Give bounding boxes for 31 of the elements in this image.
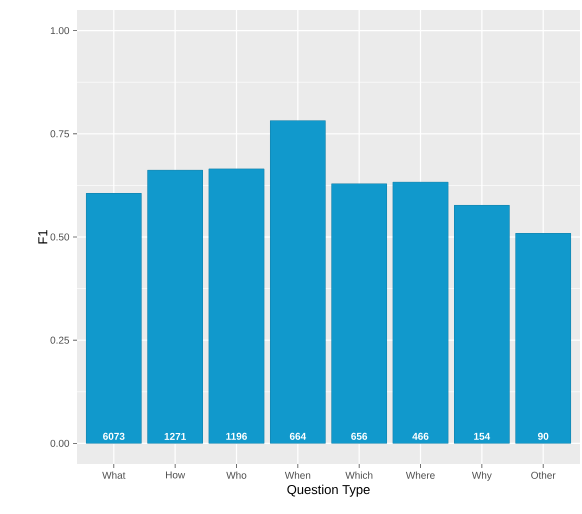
- annotation: 1196: [226, 432, 247, 440]
- bar: [208, 168, 264, 444]
- y-tick-label: 0.25: [50, 336, 70, 344]
- x-axis-title: Question Type: [287, 484, 370, 497]
- x-tick-label: How: [166, 472, 186, 478]
- bar: [515, 233, 572, 444]
- bar: [392, 182, 448, 444]
- annotation: 6073: [103, 432, 125, 440]
- x-tick-label: Where: [406, 472, 435, 479]
- x-tick-label: Which: [345, 472, 372, 479]
- x-tick-label: What: [102, 472, 126, 479]
- x-tick-label: When: [284, 472, 310, 479]
- annotation: 656: [351, 432, 368, 440]
- bar: [147, 170, 203, 444]
- y-tick-label: 0.00: [50, 440, 70, 447]
- annotation: 1271: [164, 432, 186, 440]
- annotation: 90: [538, 432, 548, 440]
- y-tick-label: 1.00: [50, 27, 70, 34]
- y-axis-title: F1: [38, 230, 48, 244]
- x-tick-label: Other: [531, 472, 556, 479]
- annotation: 154: [474, 432, 490, 440]
- x-tick-label: Why: [472, 472, 492, 481]
- y-tick-label: 0.50: [50, 233, 70, 241]
- x-tick-label: Who: [226, 472, 246, 479]
- bar: [454, 204, 510, 444]
- annotation: 466: [412, 432, 428, 440]
- annotation: 664: [290, 432, 306, 440]
- bar: [86, 192, 142, 444]
- y-tick-label: 0.75: [50, 130, 70, 138]
- bar: [331, 184, 388, 444]
- bar: [270, 120, 326, 444]
